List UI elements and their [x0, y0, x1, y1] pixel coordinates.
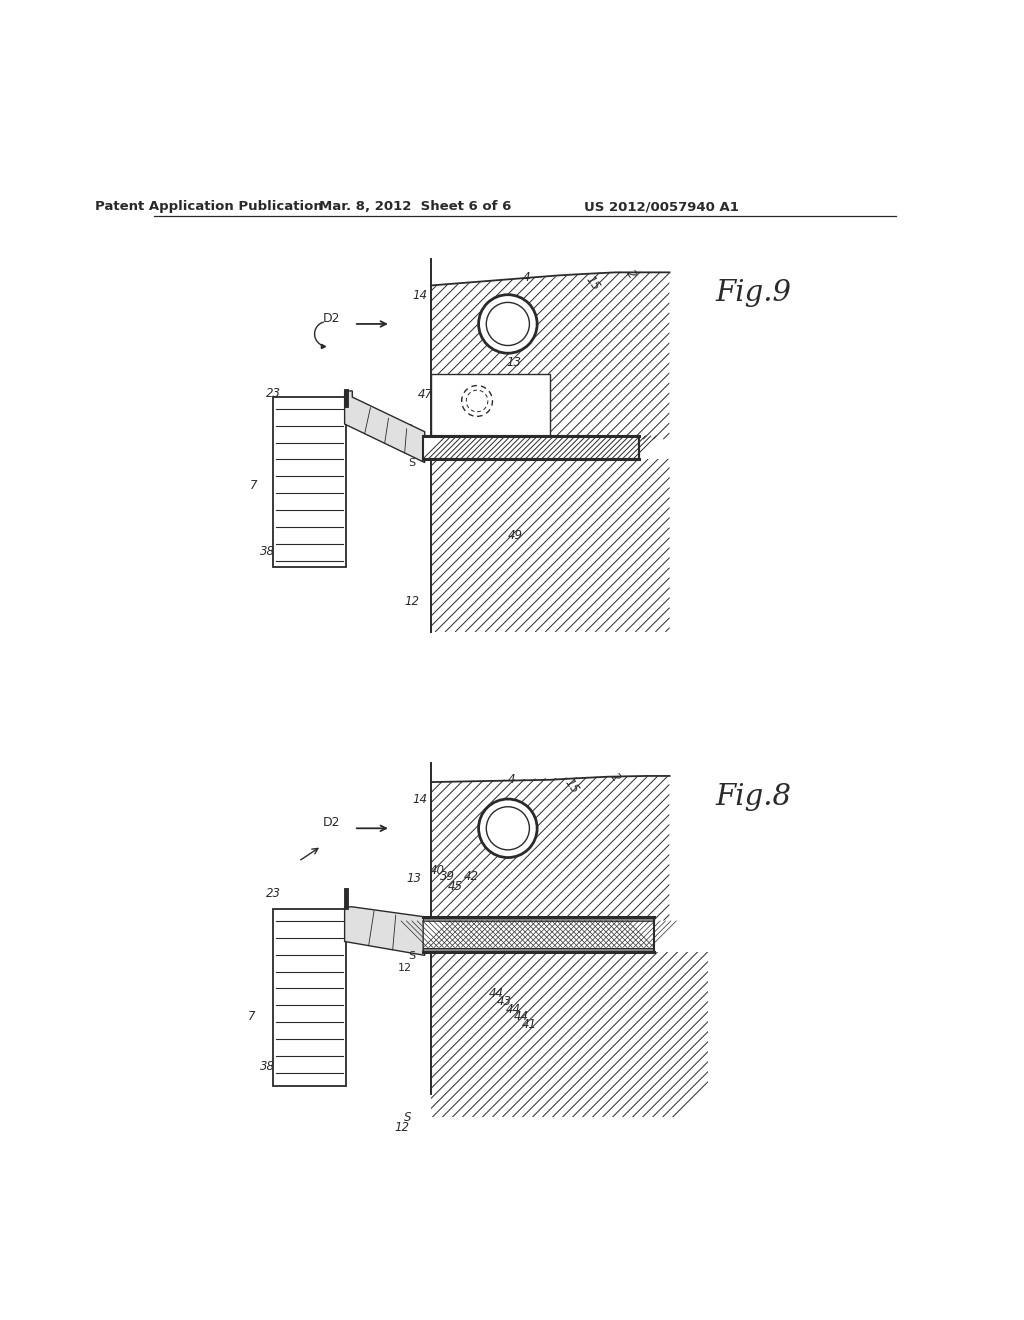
Text: S: S: [404, 1110, 412, 1123]
Text: Patent Application Publication: Patent Application Publication: [95, 201, 323, 214]
Text: US 2012/0057940 A1: US 2012/0057940 A1: [585, 201, 739, 214]
Circle shape: [461, 385, 494, 417]
Bar: [423, 948, 654, 952]
Text: 13: 13: [506, 356, 521, 370]
Text: D2: D2: [323, 312, 340, 325]
Text: 2: 2: [608, 770, 623, 784]
Text: 43: 43: [497, 995, 512, 1008]
Text: Mar. 8, 2012  Sheet 6 of 6: Mar. 8, 2012 Sheet 6 of 6: [319, 201, 512, 214]
Text: 12: 12: [397, 962, 412, 973]
Text: 23: 23: [265, 387, 281, 400]
Polygon shape: [345, 391, 425, 462]
Text: 45: 45: [447, 879, 463, 892]
Text: Fig.9: Fig.9: [716, 279, 792, 306]
Text: 38: 38: [260, 1060, 275, 1073]
Text: 44: 44: [506, 1003, 520, 1016]
Text: 7: 7: [248, 1010, 255, 1023]
Text: 44: 44: [514, 1010, 529, 1023]
Text: 39: 39: [440, 870, 455, 883]
Text: 13: 13: [407, 871, 422, 884]
Bar: [423, 917, 654, 921]
Text: 40: 40: [429, 865, 444, 878]
Text: 15: 15: [583, 273, 602, 293]
Text: 50: 50: [463, 388, 478, 401]
Bar: [431, 374, 550, 440]
Text: 41: 41: [521, 1018, 537, 1031]
Text: 7: 7: [250, 479, 258, 492]
Text: 47: 47: [418, 388, 433, 401]
Circle shape: [478, 799, 538, 858]
Text: 48: 48: [399, 422, 414, 436]
Text: 14: 14: [412, 793, 427, 807]
Bar: [273, 397, 346, 566]
Circle shape: [478, 294, 538, 354]
Text: 12: 12: [404, 594, 419, 607]
Text: 38: 38: [260, 545, 275, 557]
Polygon shape: [345, 907, 425, 956]
Text: 2: 2: [624, 267, 638, 281]
Text: 42: 42: [464, 870, 479, 883]
Bar: [423, 436, 639, 459]
Text: 12: 12: [394, 1121, 410, 1134]
Text: 49: 49: [508, 529, 523, 543]
Text: 14: 14: [412, 289, 427, 302]
Text: Fig.8: Fig.8: [716, 783, 792, 812]
Text: S: S: [408, 458, 415, 467]
Text: 4: 4: [523, 271, 530, 284]
Bar: [273, 909, 346, 1086]
Text: 44: 44: [488, 987, 504, 1001]
Text: S: S: [408, 952, 415, 961]
Text: 4: 4: [508, 774, 515, 787]
Text: D2: D2: [323, 816, 340, 829]
Text: 15: 15: [562, 776, 581, 796]
Bar: [423, 921, 654, 948]
Text: 23: 23: [265, 887, 281, 900]
Text: 46: 46: [473, 395, 488, 408]
